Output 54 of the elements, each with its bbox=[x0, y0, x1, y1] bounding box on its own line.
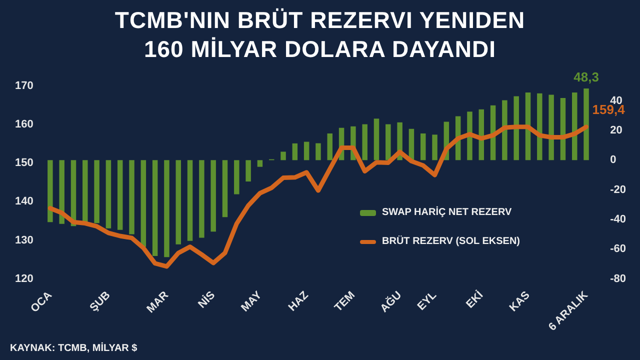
bar bbox=[467, 112, 472, 160]
bar bbox=[386, 124, 391, 160]
bar bbox=[140, 160, 146, 247]
y2-tick-label: -20 bbox=[610, 184, 626, 196]
bar bbox=[222, 160, 228, 218]
bar bbox=[164, 160, 170, 258]
y2-tick-label: -60 bbox=[610, 243, 626, 256]
bar bbox=[537, 93, 542, 160]
y-tick-label: 150 bbox=[14, 157, 34, 170]
bar bbox=[548, 94, 554, 160]
bar bbox=[432, 134, 438, 160]
bar bbox=[152, 160, 158, 256]
bar bbox=[129, 160, 134, 234]
data-label: 48,3 bbox=[574, 70, 599, 85]
y2-tick-label: -40 bbox=[610, 214, 626, 226]
chart-title: TCMB'NIN BRÜT REZERVI YENIDEN 160 MİLYAR DOLARA DAYANDI bbox=[114, 6, 526, 64]
bar bbox=[94, 160, 100, 224]
bar bbox=[502, 100, 508, 160]
bar bbox=[199, 160, 204, 238]
bar bbox=[246, 160, 251, 182]
x-tick-label: EYL bbox=[415, 289, 440, 313]
bar bbox=[362, 124, 368, 160]
text: KAYNAK: TCMB, MİLYAR $ bbox=[10, 343, 138, 354]
y2-tick-label: -80 bbox=[610, 272, 626, 285]
y2-tick-label: 0 bbox=[610, 154, 616, 166]
y-tick-label: 130 bbox=[14, 234, 34, 246]
bar bbox=[82, 160, 88, 224]
bar bbox=[176, 160, 181, 244]
y-tick-label: 140 bbox=[14, 196, 34, 208]
x-tick-label: NİS bbox=[195, 288, 218, 311]
bar bbox=[514, 96, 519, 160]
legend-label: SWAP HARİÇ NET REZERV bbox=[382, 207, 512, 218]
bar bbox=[292, 143, 298, 160]
bar bbox=[234, 160, 240, 194]
bar bbox=[304, 142, 310, 160]
bar bbox=[48, 160, 53, 222]
bar bbox=[327, 133, 333, 160]
bar bbox=[117, 160, 123, 230]
bar bbox=[257, 160, 263, 167]
y-tick-label: 160 bbox=[14, 118, 34, 131]
bar bbox=[374, 118, 380, 160]
y-tick-label: 170 bbox=[14, 80, 34, 92]
bar bbox=[316, 143, 321, 160]
bar bbox=[106, 160, 112, 228]
bar bbox=[59, 160, 64, 224]
legend-label: BRÜT REZERV (SOL EKSEN) bbox=[382, 236, 520, 247]
bar bbox=[420, 133, 426, 160]
bar bbox=[187, 160, 193, 241]
bar bbox=[210, 160, 216, 232]
y-tick-label: 120 bbox=[14, 272, 34, 285]
bar bbox=[280, 152, 286, 160]
y2-tick-label: 20 bbox=[610, 124, 622, 137]
x-tick-label: EKİ bbox=[463, 288, 486, 311]
bar bbox=[584, 88, 589, 160]
